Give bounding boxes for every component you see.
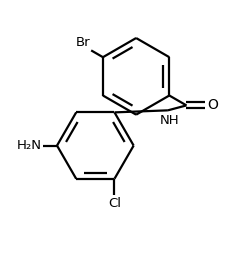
Text: O: O bbox=[207, 98, 218, 112]
Text: H₂N: H₂N bbox=[17, 139, 42, 152]
Text: Br: Br bbox=[76, 36, 90, 49]
Text: Cl: Cl bbox=[108, 197, 121, 210]
Text: NH: NH bbox=[159, 114, 179, 127]
